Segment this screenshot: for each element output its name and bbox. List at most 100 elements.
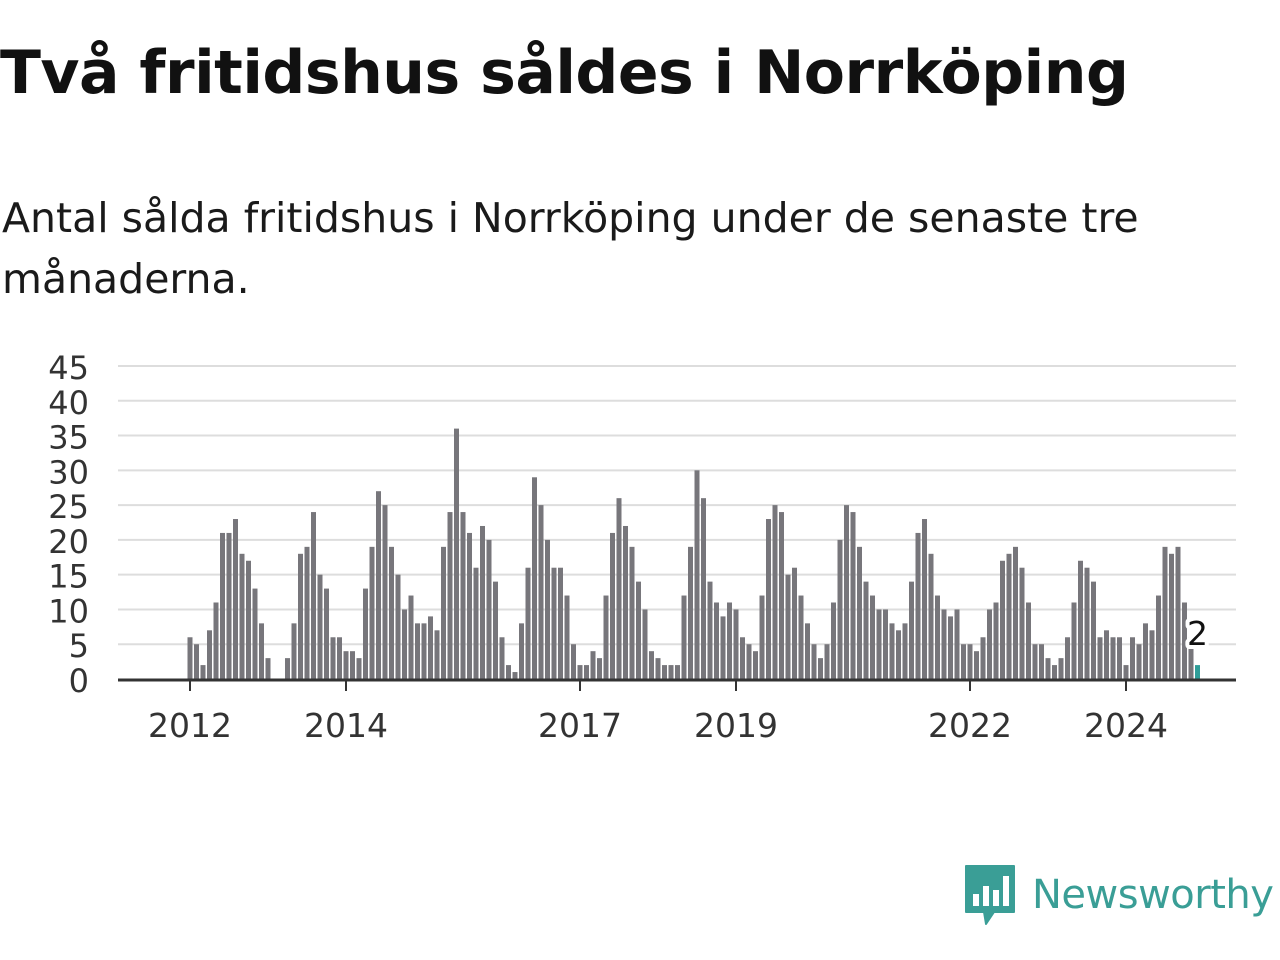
bar <box>454 428 459 679</box>
bar-highlighted <box>1195 665 1200 679</box>
bar <box>623 525 628 679</box>
bar <box>200 665 206 679</box>
bar <box>558 567 563 679</box>
bar <box>909 581 914 679</box>
bar <box>298 553 303 679</box>
annotations: 2 <box>1183 610 1212 657</box>
bar <box>1065 637 1070 679</box>
bar <box>766 519 771 679</box>
bar <box>993 602 999 679</box>
y-tick-label: 45 <box>48 349 89 387</box>
bar <box>915 532 921 679</box>
bar <box>343 651 349 679</box>
bar <box>792 567 797 679</box>
bar <box>746 644 752 679</box>
x-tick-label: 2024 <box>1084 706 1168 745</box>
bar <box>330 637 336 679</box>
bar <box>688 546 693 679</box>
bar <box>967 644 973 679</box>
bar <box>1136 644 1142 679</box>
bar <box>785 574 791 679</box>
bar <box>1026 602 1031 679</box>
bar <box>265 658 271 679</box>
bar <box>259 623 264 679</box>
bar <box>740 637 745 679</box>
bar <box>577 665 583 679</box>
x-tick-label: 2022 <box>928 706 1012 745</box>
bar <box>1052 665 1057 679</box>
bar <box>538 505 544 679</box>
bar <box>870 595 875 679</box>
bar <box>1169 553 1174 679</box>
bar <box>961 644 966 679</box>
bar <box>395 574 401 679</box>
bar <box>610 532 615 679</box>
bar <box>480 525 485 679</box>
bar <box>486 539 492 679</box>
y-tick-label: 0 <box>69 662 89 700</box>
bar <box>447 512 453 679</box>
bar <box>311 512 316 679</box>
bar <box>694 470 700 679</box>
bar <box>1058 658 1064 679</box>
newsworthy-logo-icon <box>965 865 1015 925</box>
bar <box>499 637 505 679</box>
bars <box>187 428 1200 679</box>
bar <box>421 623 427 679</box>
bar <box>902 623 908 679</box>
bar <box>564 595 570 679</box>
bar <box>551 567 557 679</box>
grid-lines <box>118 365 1236 646</box>
bar <box>675 665 680 679</box>
bar <box>928 553 934 679</box>
bar <box>941 609 947 679</box>
bar <box>896 630 901 679</box>
bar <box>324 588 329 679</box>
bar <box>863 581 869 679</box>
bar <box>850 512 856 679</box>
bar <box>532 477 537 679</box>
bar <box>948 616 953 679</box>
bar <box>1123 665 1129 679</box>
bar <box>506 665 511 679</box>
bar <box>376 491 381 679</box>
bar <box>1110 637 1116 679</box>
bar <box>714 602 719 679</box>
chart-title: Två fritidshus såldes i Norrköping <box>0 38 1129 108</box>
bar <box>1130 637 1135 679</box>
bar <box>187 637 193 679</box>
bar <box>239 553 245 679</box>
bar <box>473 567 479 679</box>
y-tick-label: 20 <box>48 523 89 561</box>
bar <box>441 546 446 679</box>
bar <box>571 644 576 679</box>
x-axis-ticks: 2012 2014 2017 2019 2022 2024 <box>148 680 1168 745</box>
last-value-label: 2 <box>1187 614 1208 653</box>
bar <box>213 602 219 679</box>
bar <box>1143 623 1148 679</box>
bar <box>1078 560 1083 679</box>
bar <box>733 609 739 679</box>
y-tick-label: 10 <box>48 592 89 630</box>
bar <box>636 581 641 679</box>
logo-text: Newsworthy <box>1032 872 1274 918</box>
bar <box>753 651 758 679</box>
bar <box>317 574 323 679</box>
bar <box>369 546 375 679</box>
bar <box>805 623 810 679</box>
bar <box>727 602 732 679</box>
bar <box>935 595 940 679</box>
bar <box>811 644 817 679</box>
bar <box>1000 560 1005 679</box>
bar <box>922 519 927 679</box>
bar <box>974 651 979 679</box>
bar <box>759 595 765 679</box>
bar <box>597 658 602 679</box>
x-tick-label: 2019 <box>694 706 778 745</box>
bar <box>603 595 609 679</box>
bar <box>590 651 596 679</box>
y-tick-label: 30 <box>48 453 89 491</box>
bar <box>252 588 258 679</box>
